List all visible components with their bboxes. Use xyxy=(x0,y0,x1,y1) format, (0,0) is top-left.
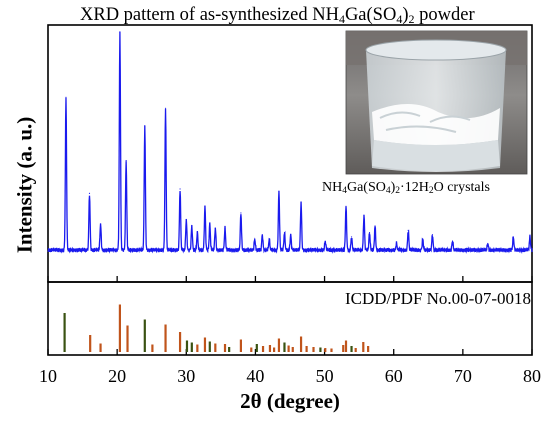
x-tick-label: 40 xyxy=(246,366,264,386)
reference-label: ICDD/PDF No.00-07-0018 xyxy=(344,289,531,308)
peak-point xyxy=(179,188,181,190)
chart-title: XRD pattern of as-synthesized NH4Ga(SO4)… xyxy=(80,5,475,26)
y-axis-label: Intensity (a. u.) xyxy=(12,116,37,254)
peak-marks xyxy=(65,31,531,245)
peak-point xyxy=(278,190,280,192)
peak-point xyxy=(254,238,256,240)
peak-point xyxy=(407,229,409,231)
peak-point xyxy=(144,125,146,127)
plot-frame-bottom xyxy=(47,281,533,356)
x-tick-label: 70 xyxy=(454,366,472,386)
x-tick-label: 50 xyxy=(316,366,334,386)
x-ticks-top xyxy=(47,276,533,282)
peak-point xyxy=(350,236,353,238)
peak-point xyxy=(99,223,102,225)
xrd-pattern-line xyxy=(47,31,533,255)
reference-bars xyxy=(63,304,370,352)
peak-point xyxy=(65,96,67,98)
peak-point xyxy=(422,238,424,240)
peak-point xyxy=(300,201,302,203)
peak-point xyxy=(185,218,187,221)
peak-point xyxy=(283,231,286,234)
peak-point xyxy=(290,234,292,236)
peak-point xyxy=(512,236,514,238)
peak-point xyxy=(261,234,263,236)
x-tick-label: 80 xyxy=(523,366,541,386)
peak-point xyxy=(324,240,326,242)
x-tick-label: 60 xyxy=(385,366,403,386)
peak-point xyxy=(209,223,211,225)
peak-point xyxy=(345,205,347,207)
peak-point xyxy=(204,205,206,207)
peak-point xyxy=(451,240,454,242)
peak-point xyxy=(214,227,216,229)
peak-point xyxy=(368,231,371,234)
inset-photo xyxy=(345,30,528,175)
x-tick-label: 20 xyxy=(108,366,126,386)
peak-point xyxy=(164,107,167,109)
peak-point xyxy=(431,234,434,236)
peak-point xyxy=(88,192,91,194)
peak-point xyxy=(268,238,270,240)
inset-caption: NH4Ga(SO4)2·12H2O crystals xyxy=(322,180,490,196)
x-axis-label: 2θ (degree) xyxy=(240,389,340,413)
x-tick-label: 30 xyxy=(177,366,195,386)
peak-point xyxy=(119,31,121,33)
peak-point xyxy=(125,160,127,162)
peak-point xyxy=(374,225,376,227)
peak-point xyxy=(363,214,365,216)
peak-point xyxy=(224,227,226,229)
peak-point xyxy=(240,212,242,214)
peak-point xyxy=(196,231,198,234)
peak-point xyxy=(487,242,489,245)
x-tick-label: 10 xyxy=(39,366,57,386)
x-tick-labels: 10 20 30 40 50 60 70 80 xyxy=(39,366,541,386)
peak-point xyxy=(191,225,193,227)
peak-point xyxy=(529,236,531,238)
peak-point xyxy=(395,242,398,245)
